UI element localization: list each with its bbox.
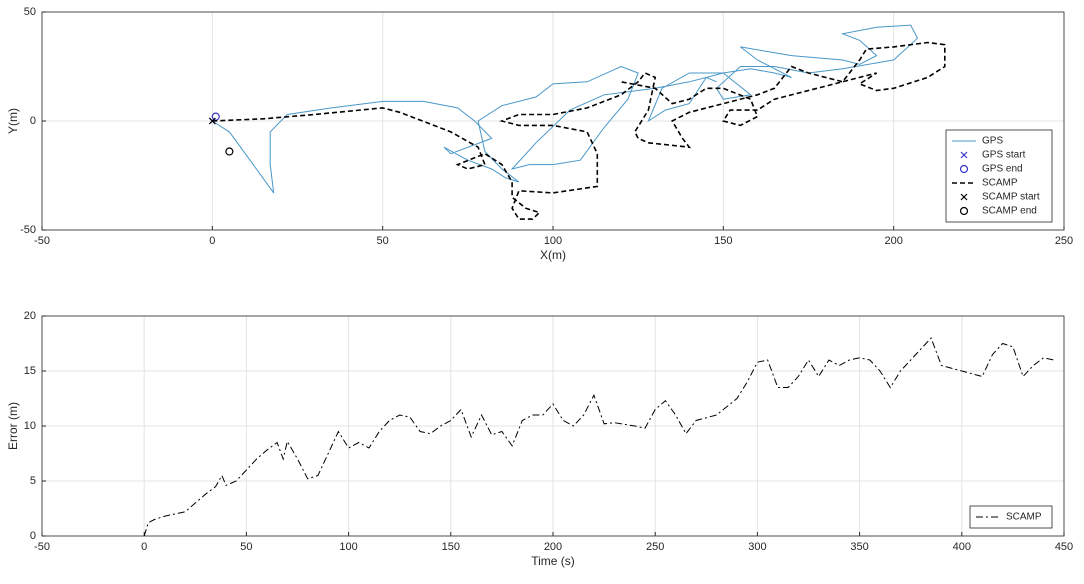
legend-label: GPS start	[982, 150, 1026, 161]
legend-symbol	[960, 193, 968, 201]
legend-box	[945, 129, 1053, 223]
x-axis-label: Time (s)	[531, 554, 575, 568]
x-tick-label: 350	[850, 541, 868, 553]
y-tick-label: 0	[30, 115, 36, 127]
data-line	[212, 41, 946, 220]
x-tick-label: 250	[646, 541, 664, 553]
legend-label: GPS end	[982, 164, 1023, 175]
legend: SCAMP	[969, 505, 1053, 529]
y-tick-label: 10	[24, 420, 36, 432]
y-tick-label: 5	[30, 475, 36, 487]
legend: GPS GPS start GPS end SCAMP SCAMP start SCAMP…	[945, 129, 1053, 223]
legend-symbol	[959, 206, 969, 216]
x-tick-label: 0	[209, 235, 215, 247]
x-tick-label: 50	[377, 235, 389, 247]
legend-symbol	[959, 164, 969, 174]
legend-label: SCAMP	[982, 178, 1018, 189]
y-tick-label: -50	[20, 224, 36, 236]
x-tick-label: -50	[34, 235, 50, 247]
x-tick-label: 50	[240, 541, 252, 553]
axes-box	[41, 315, 1065, 537]
x-tick-label: 150	[714, 235, 732, 247]
y-tick-label: 50	[24, 6, 36, 18]
marker	[225, 147, 234, 156]
marker	[208, 117, 216, 125]
axes-box	[41, 11, 1065, 231]
legend-label: SCAMP end	[982, 206, 1037, 217]
y-axis-label: Error (m)	[6, 402, 20, 450]
x-tick-label: 200	[544, 541, 562, 553]
x-tick-label: -50	[34, 541, 50, 553]
x-tick-label: 300	[748, 541, 766, 553]
x-tick-label: 250	[1055, 235, 1073, 247]
x-tick-label: 0	[141, 541, 147, 553]
y-tick-label: 20	[24, 310, 36, 322]
legend-box	[969, 505, 1053, 529]
legend-label: SCAMP start	[982, 192, 1040, 203]
x-tick-label: 400	[953, 541, 971, 553]
data-line	[212, 24, 919, 194]
x-tick-label: 200	[884, 235, 902, 247]
legend-label: SCAMP	[1006, 512, 1042, 523]
y-axis-label: Y(m)	[6, 108, 20, 134]
x-tick-label: 150	[442, 541, 460, 553]
legend-symbol	[960, 151, 968, 159]
data-line	[143, 337, 1054, 537]
x-tick-label: 100	[544, 235, 562, 247]
legend-label: GPS	[982, 136, 1003, 147]
x-tick-label: 100	[339, 541, 357, 553]
y-tick-label: 15	[24, 365, 36, 377]
x-axis-label: X(m)	[540, 248, 566, 262]
y-tick-label: 0	[30, 530, 36, 542]
x-tick-label: 450	[1055, 541, 1073, 553]
